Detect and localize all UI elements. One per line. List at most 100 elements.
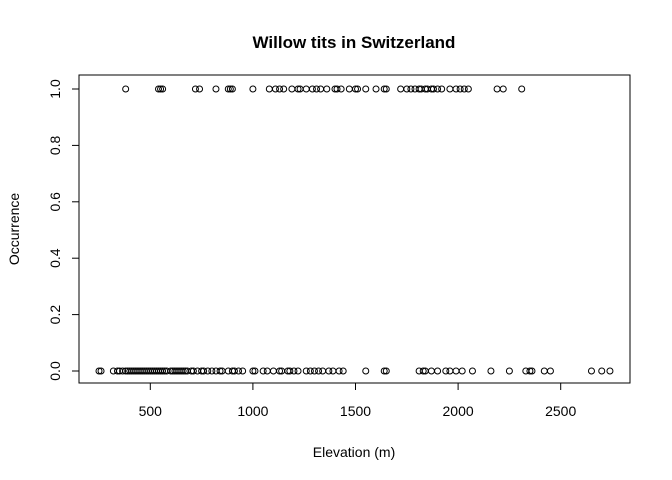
data-point: [208, 367, 216, 375]
data-point: [493, 85, 501, 93]
data-point: [464, 85, 472, 93]
data-point: [362, 367, 370, 375]
data-point: [308, 85, 316, 93]
plot-frame: [78, 74, 631, 384]
data-point: [382, 367, 390, 375]
data-point: [380, 367, 388, 375]
data-point: [157, 85, 165, 93]
data-point: [249, 367, 257, 375]
data-point: [407, 85, 415, 93]
data-point: [518, 85, 526, 93]
y-tick-label: 0.4: [47, 248, 63, 268]
data-point: [446, 85, 454, 93]
data-point: [487, 367, 495, 375]
data-point: [302, 85, 310, 93]
data-point: [598, 367, 606, 375]
x-axis-label: Elevation (m): [313, 444, 395, 460]
data-point: [345, 85, 353, 93]
data-point: [200, 367, 208, 375]
chart-title: Willow tits in Switzerland: [253, 33, 456, 52]
data-point: [259, 367, 267, 375]
data-point: [276, 85, 284, 93]
x-axis: 500 1000 1500 2000 2500: [139, 382, 576, 419]
data-point: [397, 85, 405, 93]
y-tick-label: 0.8: [47, 135, 63, 155]
data-point: [446, 367, 454, 375]
data-point: [119, 367, 127, 375]
data-point: [294, 85, 302, 93]
data-point: [403, 85, 411, 93]
data-point: [290, 367, 298, 375]
data-point: [325, 367, 333, 375]
data-point: [323, 85, 331, 93]
data-point: [313, 85, 321, 93]
data-point: [468, 367, 476, 375]
data-point: [319, 367, 327, 375]
y-tick-label: 0.0: [47, 361, 63, 381]
x-tick-label: 1000: [237, 403, 268, 419]
data-point: [546, 367, 554, 375]
data-point: [226, 85, 234, 93]
data-point: [196, 85, 204, 93]
data-point: [230, 367, 238, 375]
data-point: [337, 85, 345, 93]
data-point: [239, 367, 247, 375]
data-point: [419, 367, 427, 375]
data-point: [335, 367, 343, 375]
x-tick-label: 2500: [545, 403, 576, 419]
data-point: [249, 85, 257, 93]
y-tick-label: 0.2: [47, 305, 63, 325]
data-point: [265, 85, 273, 93]
y-tick-label: 0.6: [47, 192, 63, 212]
data-point: [95, 367, 103, 375]
x-tick-label: 500: [139, 403, 163, 419]
data-point: [354, 85, 362, 93]
data-point: [189, 367, 197, 375]
data-point: [294, 367, 302, 375]
data-points: [95, 85, 614, 375]
data-point: [499, 85, 507, 93]
data-point: [339, 367, 347, 375]
data-point: [286, 367, 294, 375]
data-point: [460, 85, 468, 93]
data-point: [276, 367, 284, 375]
data-point: [505, 367, 513, 375]
y-axis: 0.0 0.2 0.4 0.6 0.8 1.0: [47, 79, 80, 381]
data-point: [442, 367, 450, 375]
data-point: [216, 367, 224, 375]
data-point: [528, 367, 536, 375]
data-point: [380, 85, 388, 93]
data-point: [452, 85, 460, 93]
data-point: [352, 85, 359, 93]
data-point: [362, 85, 370, 93]
data-point: [271, 85, 279, 93]
data-point: [382, 85, 390, 93]
data-point: [269, 367, 277, 375]
data-point: [235, 367, 243, 375]
data-point: [540, 367, 548, 375]
data-point: [251, 367, 259, 375]
y-axis-label: Occurrence: [6, 193, 22, 266]
data-point: [159, 367, 167, 375]
data-point: [302, 367, 310, 375]
data-point: [306, 367, 314, 375]
data-point: [606, 367, 614, 375]
data-point: [317, 85, 325, 93]
data-point: [434, 85, 442, 93]
data-point: [224, 85, 232, 93]
data-point: [97, 367, 105, 375]
data-point: [212, 85, 220, 93]
data-point: [228, 85, 236, 93]
data-point: [429, 85, 437, 93]
data-point: [333, 85, 341, 93]
data-point: [280, 85, 288, 93]
data-point: [458, 367, 466, 375]
x-tick-label: 1500: [340, 403, 371, 419]
data-point: [427, 367, 435, 375]
data-point: [434, 367, 442, 375]
data-point: [288, 85, 296, 93]
data-point: [122, 85, 130, 93]
data-point: [113, 367, 121, 375]
data-point: [438, 85, 446, 93]
